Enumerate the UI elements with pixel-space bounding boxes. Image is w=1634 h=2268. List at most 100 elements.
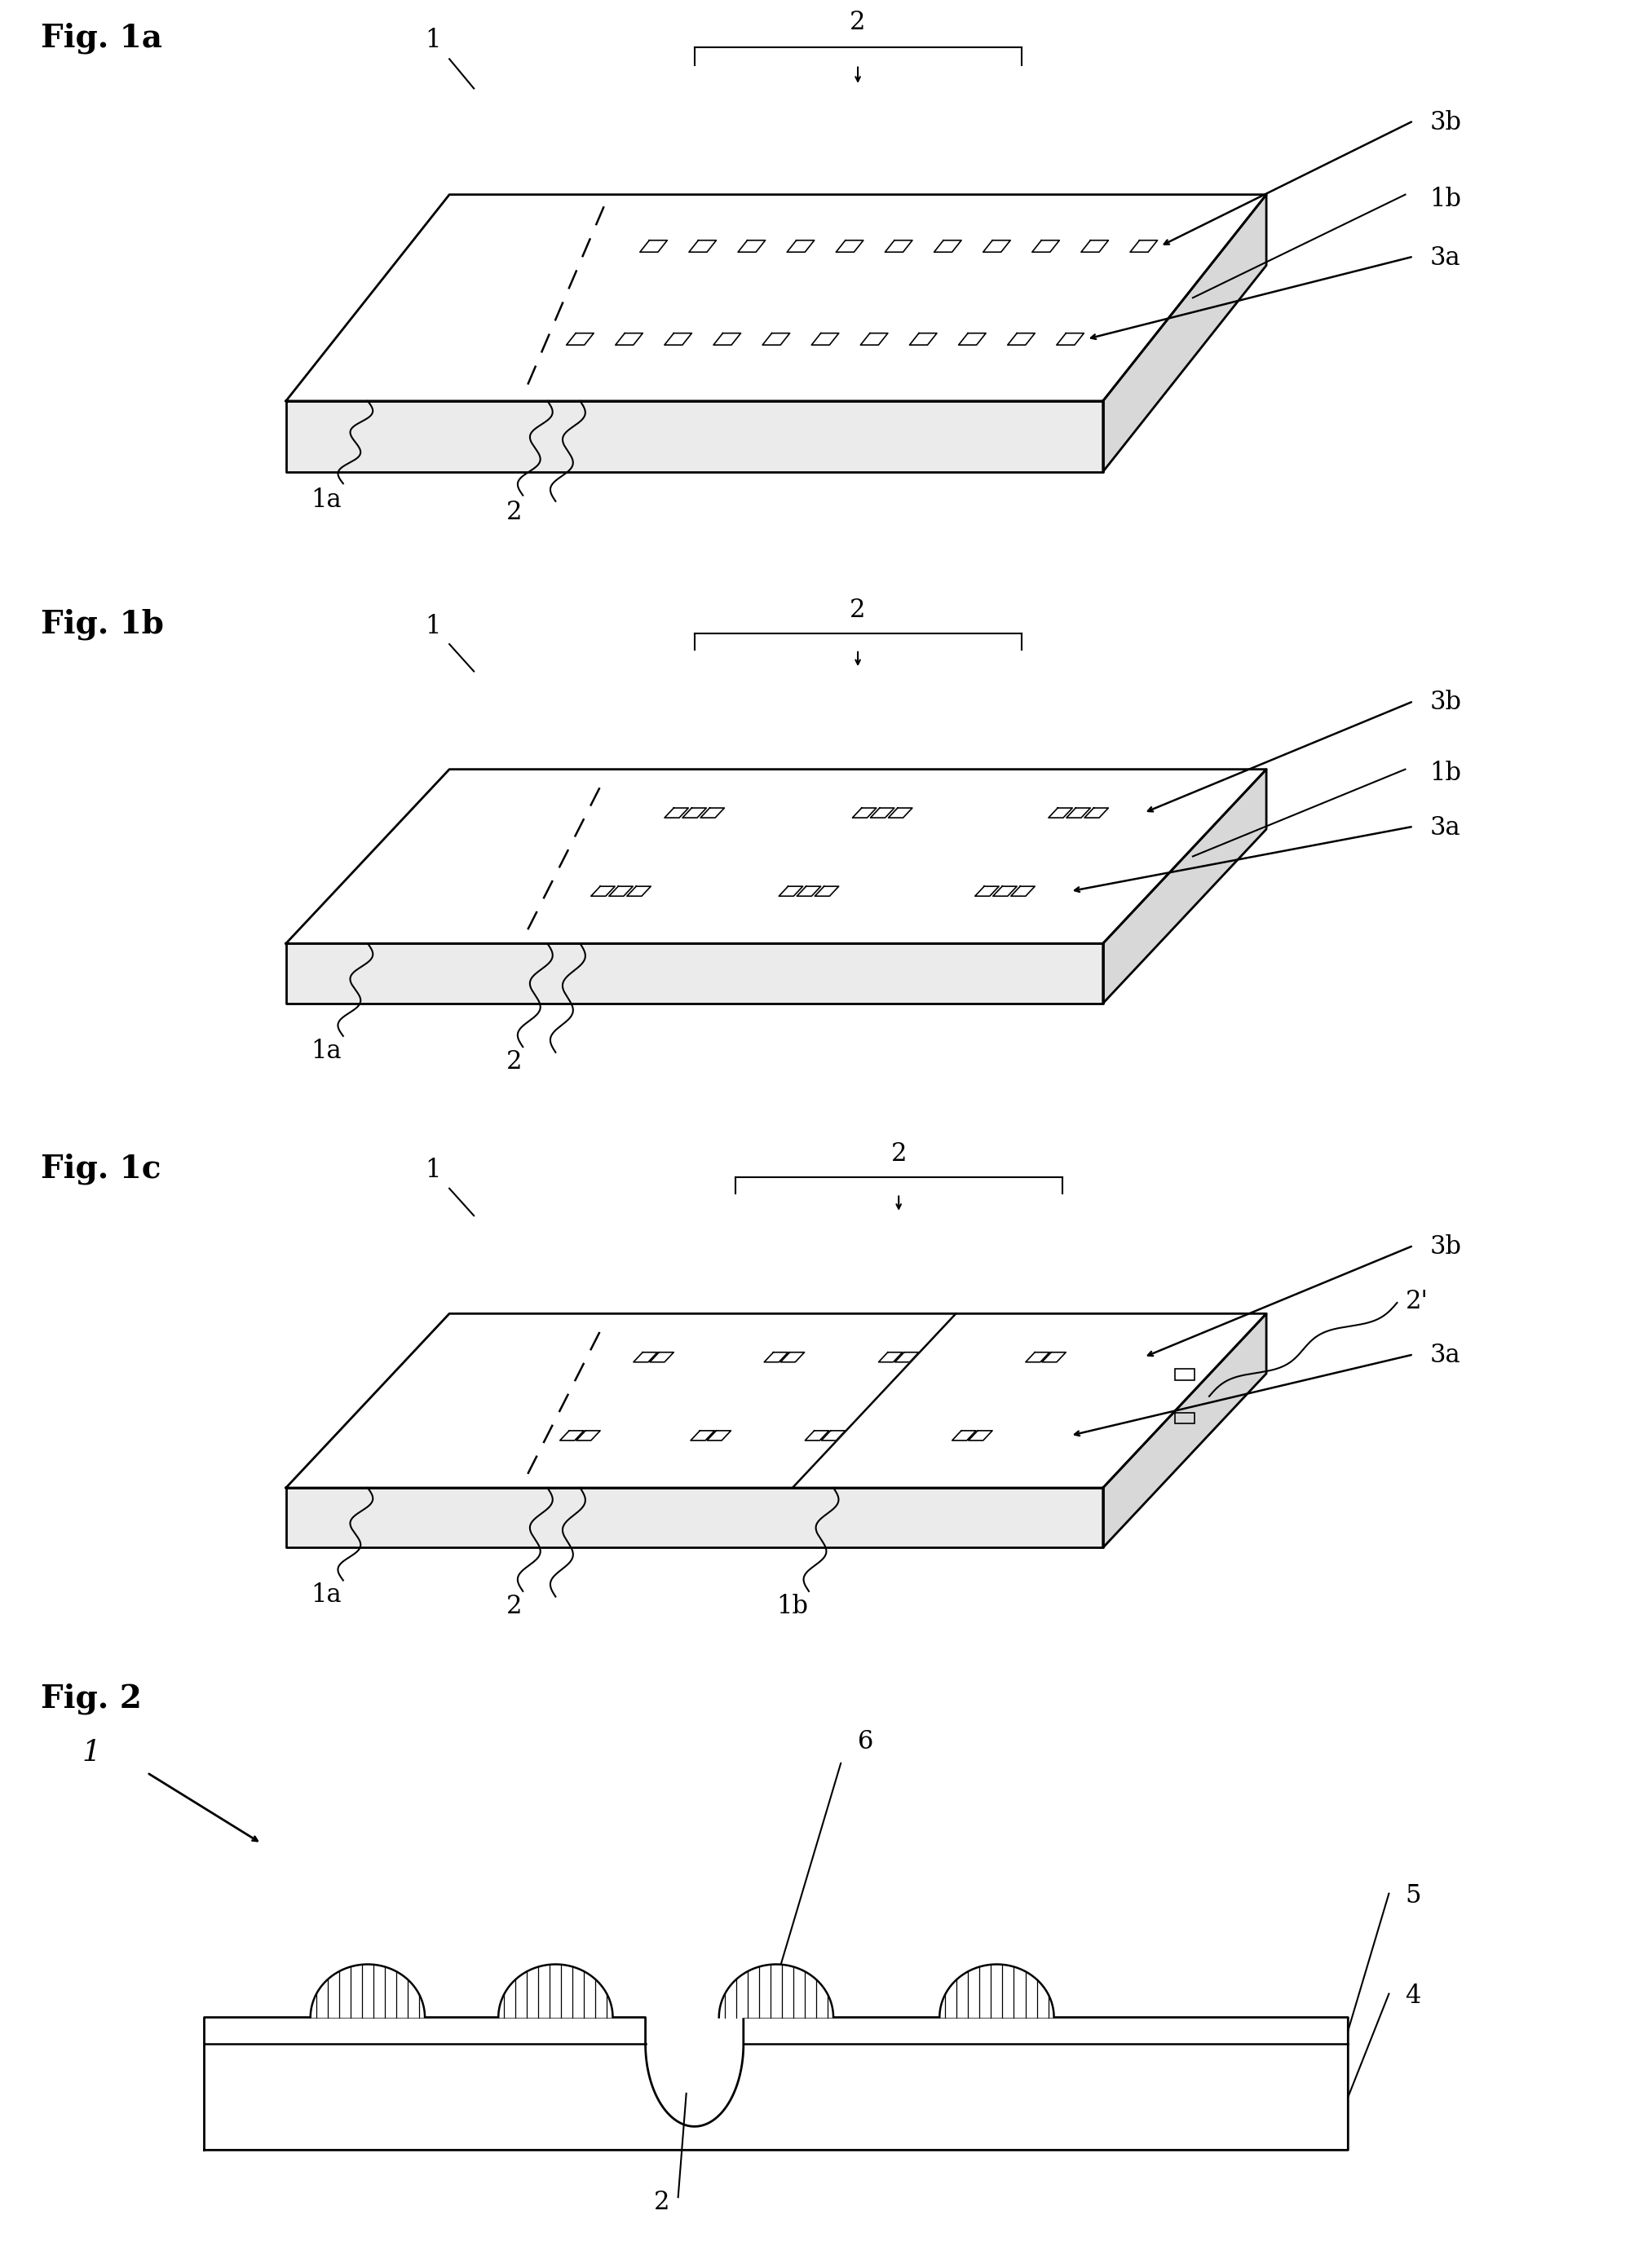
Polygon shape [763,333,789,345]
Polygon shape [609,887,632,896]
Polygon shape [889,807,912,819]
Text: 1: 1 [425,27,441,52]
Polygon shape [567,333,593,345]
Polygon shape [812,333,838,345]
Polygon shape [871,807,894,819]
Text: Fig. 2: Fig. 2 [41,1683,142,1715]
Polygon shape [690,240,716,252]
Polygon shape [691,1431,714,1440]
Polygon shape [879,1352,902,1363]
Polygon shape [616,333,642,345]
Polygon shape [1131,240,1157,252]
Polygon shape [592,887,614,896]
Polygon shape [959,333,985,345]
Polygon shape [910,333,936,345]
Polygon shape [781,1352,804,1363]
Text: 3a: 3a [1430,245,1461,272]
Text: 1a: 1a [310,488,342,513]
Text: 2: 2 [891,1141,907,1168]
Polygon shape [788,240,814,252]
Polygon shape [708,1431,730,1440]
Text: 1: 1 [82,1740,100,1767]
Polygon shape [1103,769,1266,1002]
Text: 1b: 1b [776,1594,807,1619]
Polygon shape [940,1964,1054,2019]
Polygon shape [1033,240,1059,252]
Text: 2: 2 [850,596,866,624]
Polygon shape [895,1352,918,1363]
Polygon shape [1082,240,1108,252]
Polygon shape [641,240,667,252]
Text: 1: 1 [425,615,441,640]
Polygon shape [984,240,1010,252]
Polygon shape [1067,807,1090,819]
Polygon shape [815,887,838,896]
Polygon shape [683,807,706,819]
Text: 1a: 1a [310,1583,342,1608]
Polygon shape [1103,1313,1266,1547]
Text: Fig. 1a: Fig. 1a [41,23,162,54]
Polygon shape [627,887,650,896]
Text: 2': 2' [1405,1288,1428,1313]
Polygon shape [1049,807,1072,819]
Text: 6: 6 [858,1730,874,1755]
Polygon shape [577,1431,600,1440]
Polygon shape [1026,1352,1049,1363]
Text: 1b: 1b [1430,760,1461,787]
Polygon shape [665,333,691,345]
Text: 3b: 3b [1430,1234,1461,1259]
Polygon shape [719,1964,833,2019]
Text: Fig. 1c: Fig. 1c [41,1152,162,1184]
Polygon shape [935,240,961,252]
Polygon shape [779,887,802,896]
Text: 3b: 3b [1430,111,1461,136]
Polygon shape [861,333,887,345]
Text: Fig. 1b: Fig. 1b [41,608,163,640]
Polygon shape [498,1964,613,2019]
Text: 2: 2 [654,2189,670,2216]
Polygon shape [993,887,1016,896]
Polygon shape [797,887,820,896]
Polygon shape [286,769,1266,943]
Text: 5: 5 [1405,1882,1422,1907]
Polygon shape [286,943,1103,1002]
Polygon shape [969,1431,992,1440]
Text: 3b: 3b [1430,689,1461,714]
Polygon shape [765,1352,788,1363]
Polygon shape [853,807,876,819]
Polygon shape [806,1431,828,1440]
Polygon shape [1011,887,1034,896]
Polygon shape [634,1352,657,1363]
Polygon shape [204,2019,1348,2150]
Polygon shape [714,333,740,345]
Polygon shape [886,240,912,252]
Text: 1b: 1b [1430,186,1461,213]
Text: 1: 1 [425,1159,441,1184]
Text: 2: 2 [507,1050,523,1075]
Polygon shape [1057,333,1083,345]
Polygon shape [701,807,724,819]
Polygon shape [1042,1352,1065,1363]
Polygon shape [286,1488,1103,1547]
Polygon shape [286,401,1103,472]
Polygon shape [822,1431,845,1440]
Polygon shape [310,1964,425,2019]
Polygon shape [975,887,998,896]
Text: 3a: 3a [1430,814,1461,841]
Polygon shape [953,1431,975,1440]
Polygon shape [1103,195,1266,472]
Text: 4: 4 [1405,1982,1422,2009]
Text: 2: 2 [507,499,523,524]
Text: 1a: 1a [310,1039,342,1064]
Polygon shape [650,1352,673,1363]
Polygon shape [837,240,863,252]
Polygon shape [286,195,1266,401]
Polygon shape [739,240,765,252]
Polygon shape [665,807,688,819]
Polygon shape [286,1313,1266,1488]
Polygon shape [1008,333,1034,345]
Polygon shape [1085,807,1108,819]
Text: 3a: 3a [1430,1343,1461,1368]
Text: 2: 2 [850,9,866,36]
Text: 2: 2 [507,1594,523,1619]
